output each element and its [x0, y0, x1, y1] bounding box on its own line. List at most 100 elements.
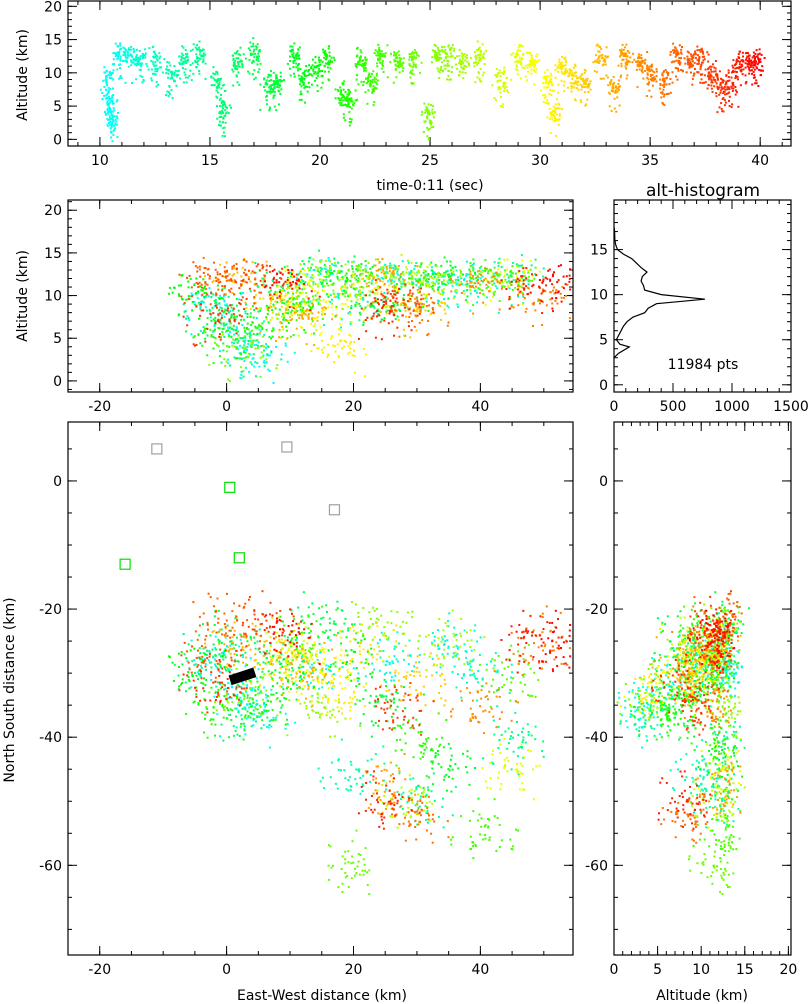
lightning-source-point: [293, 311, 296, 314]
lightning-source-point: [396, 56, 399, 59]
lightning-source-point: [611, 90, 614, 93]
lightning-source-point: [362, 319, 365, 322]
lightning-source-point: [174, 69, 177, 72]
lightning-source-point: [730, 76, 733, 79]
lightning-source-point: [289, 74, 292, 77]
lightning-source-point: [427, 319, 429, 322]
lightning-source-point: [376, 292, 379, 295]
lightning-source-point: [739, 69, 742, 72]
lightning-source-point: [298, 83, 301, 86]
lightning-source-point: [689, 53, 692, 56]
lightning-source-point: [376, 285, 379, 288]
lightning-source-point: [289, 45, 292, 48]
lightning-source-point: [192, 72, 195, 75]
lightning-source-point: [459, 70, 462, 73]
lightning-source-point: [422, 278, 425, 281]
lightning-source-point: [394, 266, 397, 269]
lightning-source-point: [341, 302, 344, 305]
lightning-source-point: [496, 74, 499, 77]
lightning-source-point: [298, 57, 301, 60]
lightning-source-point: [235, 281, 238, 284]
lightning-source-point: [586, 98, 589, 101]
lightning-source-point: [396, 270, 399, 273]
lightning-source-point: [337, 89, 340, 91]
lightning-source-point: [226, 275, 229, 278]
lightning-source-point: [368, 72, 371, 75]
lightning-source-point: [463, 53, 466, 56]
lightning-source-point: [212, 347, 215, 350]
lightning-source-point: [341, 94, 344, 97]
lightning-source-point: [301, 312, 304, 315]
lightning-source-point: [110, 117, 113, 120]
lightning-source-point: [530, 60, 533, 63]
lightning-source-point: [397, 265, 400, 268]
lightning-source-point: [419, 309, 422, 311]
lightning-source-point: [338, 99, 341, 102]
lightning-source-point: [351, 267, 354, 270]
lightning-source-point: [496, 72, 499, 75]
lightning-source-point: [224, 272, 227, 275]
lightning-source-point: [732, 69, 735, 72]
lightning-source-point: [156, 55, 159, 58]
lightning-source-point: [139, 55, 142, 58]
lightning-source-point: [249, 315, 252, 318]
lightning-source-point: [373, 287, 376, 290]
lightning-source-point: [420, 274, 423, 277]
lightning-source-point: [681, 46, 683, 48]
lightning-source-point: [602, 63, 605, 66]
lightning-source-point: [687, 51, 690, 54]
lightning-source-point: [419, 284, 422, 287]
lightning-source-point: [471, 264, 474, 266]
lightning-source-point: [245, 273, 248, 276]
lightning-source-point: [521, 286, 524, 289]
lightning-source-point: [362, 309, 365, 312]
lightning-source-point: [696, 59, 699, 61]
lightning-source-point: [478, 72, 480, 75]
lightning-source-point: [218, 309, 221, 311]
lightning-source-point: [106, 100, 109, 103]
lightning-source-point: [543, 71, 546, 74]
lightning-source-point: [319, 273, 322, 275]
lightning-source-point: [584, 69, 587, 72]
lightning-source-point: [432, 126, 435, 128]
lightning-source-point: [466, 301, 469, 304]
lightning-source-point: [168, 61, 171, 64]
lightning-source-point: [358, 311, 361, 314]
lightning-source-point: [530, 68, 533, 71]
lightning-source-point: [349, 121, 352, 123]
lightning-source-point: [344, 91, 347, 93]
lightning-source-point: [376, 65, 379, 68]
lightning-source-point: [568, 73, 571, 76]
lightning-source-point: [550, 74, 553, 77]
lightning-source-point: [425, 305, 428, 307]
lightning-source-point: [346, 286, 349, 289]
lightning-source-point: [746, 65, 749, 68]
lightning-source-point: [739, 84, 742, 87]
lightning-source-point: [267, 86, 270, 89]
lightning-source-point: [255, 317, 258, 319]
lightning-source-point: [329, 280, 332, 282]
lightning-source-point: [615, 110, 618, 113]
lightning-source-point: [349, 284, 352, 287]
lightning-source-point: [220, 102, 223, 105]
lightning-source-point: [114, 42, 117, 45]
lightning-source-point: [119, 55, 122, 58]
lightning-source-point: [718, 70, 721, 73]
lightning-source-point: [380, 67, 383, 70]
lightning-source-point: [426, 115, 428, 118]
lightning-source-point: [265, 95, 267, 98]
lightning-source-point: [493, 277, 496, 280]
lightning-source-point: [408, 58, 411, 61]
lightning-source-point: [138, 50, 141, 52]
lightning-source-point: [110, 125, 113, 128]
lightning-source-point: [328, 45, 330, 48]
lightning-source-point: [393, 60, 396, 63]
lightning-source-point: [301, 317, 304, 320]
lightning-source-point: [478, 267, 481, 269]
lightning-source-point: [253, 56, 256, 59]
lightning-source-point: [460, 52, 463, 55]
lightning-source-point: [171, 291, 174, 294]
lightning-source-point: [753, 76, 756, 79]
lightning-source-point: [358, 280, 361, 283]
lightning-source-point: [263, 77, 266, 80]
